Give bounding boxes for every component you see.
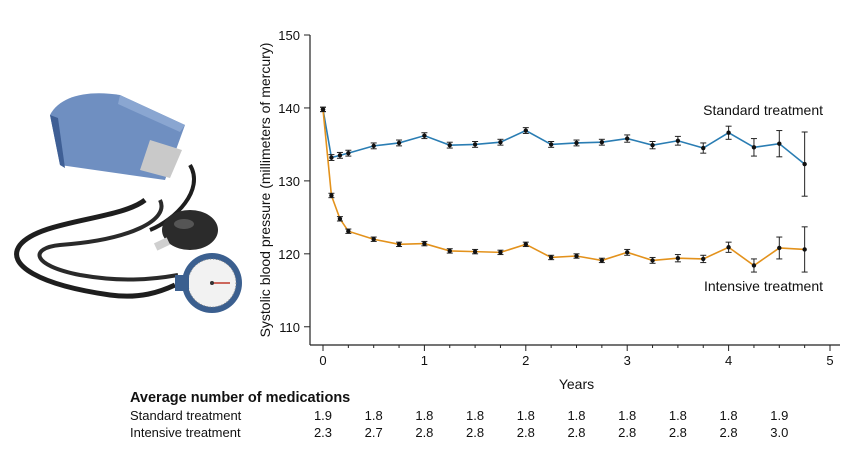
x-tick-label: 4 bbox=[725, 353, 732, 368]
medication-count: 2.8 bbox=[516, 425, 535, 440]
data-point bbox=[599, 140, 605, 145]
data-point bbox=[346, 229, 351, 234]
data-point bbox=[346, 150, 351, 156]
data-point bbox=[701, 145, 706, 151]
medication-count: 2.8 bbox=[668, 425, 687, 440]
data-point bbox=[751, 145, 757, 150]
x-tick-label: 5 bbox=[826, 353, 833, 368]
data-point bbox=[498, 140, 503, 145]
data-point bbox=[337, 153, 343, 158]
series-line bbox=[322, 109, 805, 267]
data-point bbox=[329, 193, 334, 198]
data-point bbox=[726, 130, 731, 135]
medication-count: 1.8 bbox=[719, 408, 738, 423]
data-point bbox=[523, 242, 528, 247]
data-point bbox=[625, 250, 630, 255]
data-point bbox=[371, 237, 376, 242]
x-tick-label: 1 bbox=[421, 353, 428, 368]
data-point bbox=[675, 256, 681, 261]
data-point bbox=[329, 155, 334, 160]
medication-count: 3.0 bbox=[770, 425, 789, 440]
y-axis-title: Systolic blood pressure (millimeters of … bbox=[257, 43, 273, 338]
medication-count: 1.8 bbox=[567, 408, 586, 423]
x-tick-label: 3 bbox=[624, 353, 631, 368]
medications-title: Average number of medications bbox=[130, 390, 351, 406]
series-label-intensive: Intensive treatment bbox=[704, 278, 823, 294]
data-point bbox=[422, 241, 427, 246]
x-axis-title: Years bbox=[559, 376, 594, 392]
data-point bbox=[337, 216, 343, 222]
data-point bbox=[472, 142, 478, 147]
medication-count: 2.8 bbox=[618, 425, 637, 440]
blood-pressure-cuff-icon bbox=[14, 93, 242, 313]
medication-count: 1.9 bbox=[313, 408, 333, 423]
data-point bbox=[802, 247, 807, 252]
data-point bbox=[726, 245, 731, 250]
medication-count: 2.8 bbox=[466, 425, 485, 440]
medication-count: 2.8 bbox=[415, 425, 434, 440]
data-point bbox=[548, 255, 554, 260]
data-point bbox=[777, 245, 782, 251]
data-point bbox=[498, 250, 503, 255]
y-tick-label: 120 bbox=[278, 247, 300, 262]
data-point bbox=[650, 142, 655, 148]
series-label-standard: Standard treatment bbox=[703, 102, 823, 118]
medication-count: 1.8 bbox=[618, 408, 637, 423]
y-tick-label: 150 bbox=[278, 28, 300, 43]
data-point bbox=[650, 258, 655, 263]
medication-count: 1.8 bbox=[466, 408, 485, 423]
medication-count: 1.8 bbox=[516, 408, 535, 423]
series-group bbox=[320, 106, 808, 273]
data-point bbox=[751, 263, 757, 268]
medications-row-standard: Standard treatment 1.9 1.8 1.8 1.8 1.8 1.8 1.8… bbox=[130, 408, 850, 425]
data-point bbox=[599, 258, 605, 263]
y-tick-label: 140 bbox=[278, 101, 300, 116]
data-point bbox=[396, 242, 402, 247]
row-label: Intensive treatment bbox=[130, 425, 241, 440]
medications-row-intensive: Intensive treatment 2.3 2.7 2.8 2.8 2.8 2.8 2.… bbox=[130, 425, 850, 442]
data-point bbox=[701, 256, 706, 262]
y-tick-label: 110 bbox=[279, 320, 300, 335]
medication-count: 2.8 bbox=[567, 425, 586, 440]
medications-table: Average number of medications Standard t… bbox=[130, 390, 850, 460]
y-tick-label: 130 bbox=[278, 174, 300, 189]
data-point bbox=[625, 136, 630, 141]
medication-count: 1.9 bbox=[770, 408, 789, 423]
x-tick-label: 0 bbox=[319, 353, 326, 368]
axes: 110 120 130 140 150 0 1 2 3 4 5 Years Systolic blood… bbox=[257, 28, 840, 392]
data-point bbox=[574, 140, 579, 146]
medication-count: 1.8 bbox=[364, 408, 383, 423]
medication-count: 1.8 bbox=[415, 408, 434, 423]
data-point bbox=[675, 138, 681, 143]
x-tick-label: 2 bbox=[522, 353, 529, 368]
row-label: Standard treatment bbox=[130, 408, 242, 423]
data-point bbox=[447, 142, 452, 148]
series-line bbox=[322, 109, 806, 165]
data-point bbox=[320, 107, 326, 112]
data-point bbox=[548, 142, 554, 147]
data-point bbox=[574, 253, 579, 259]
series-labels: Standard treatment Intensive treatment bbox=[703, 102, 823, 294]
medication-count: 2.7 bbox=[364, 425, 383, 440]
data-point bbox=[802, 161, 807, 167]
data-point bbox=[472, 249, 478, 254]
medication-count: 1.8 bbox=[668, 408, 687, 423]
data-point bbox=[523, 128, 528, 133]
data-point bbox=[396, 140, 402, 146]
medication-count: 2.8 bbox=[719, 425, 738, 440]
data-point bbox=[371, 143, 376, 149]
data-point bbox=[447, 248, 452, 254]
data-point bbox=[777, 141, 782, 146]
medication-count: 2.3 bbox=[313, 425, 333, 440]
chart: 110 120 130 140 150 0 1 2 3 4 5 Years Systolic blood… bbox=[257, 28, 840, 392]
data-point bbox=[422, 133, 427, 138]
